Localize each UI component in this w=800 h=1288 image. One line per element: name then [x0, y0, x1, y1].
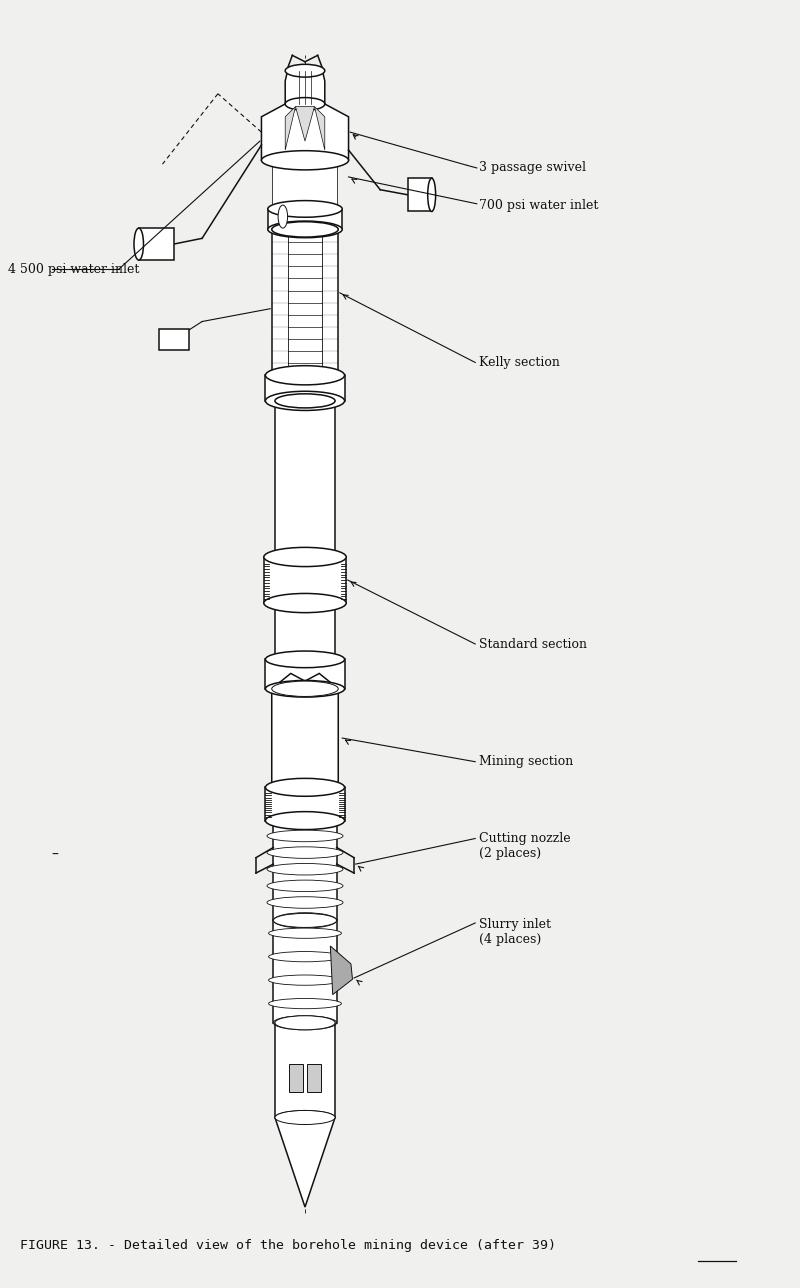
Ellipse shape	[275, 550, 335, 564]
Text: 4 500 psi water inlet: 4 500 psi water inlet	[8, 263, 139, 276]
Polygon shape	[262, 104, 349, 160]
Bar	[275, 603, 335, 659]
Ellipse shape	[272, 681, 338, 697]
Ellipse shape	[272, 222, 338, 237]
Ellipse shape	[269, 952, 342, 962]
Ellipse shape	[275, 596, 335, 611]
Ellipse shape	[275, 1110, 335, 1124]
Ellipse shape	[267, 846, 343, 858]
Ellipse shape	[266, 392, 345, 411]
Ellipse shape	[286, 64, 325, 77]
Ellipse shape	[267, 863, 343, 875]
Text: Cutting nozzle
(2 places): Cutting nozzle (2 places)	[479, 832, 570, 860]
Ellipse shape	[264, 547, 346, 567]
Text: Mining section: Mining section	[479, 755, 574, 768]
Ellipse shape	[266, 778, 345, 796]
Bar	[274, 820, 337, 921]
Bar	[266, 787, 345, 820]
Polygon shape	[314, 107, 325, 149]
Ellipse shape	[275, 394, 335, 408]
Ellipse shape	[278, 205, 287, 228]
Polygon shape	[295, 107, 314, 142]
Bar	[274, 921, 337, 1023]
Bar	[408, 178, 432, 211]
Bar	[306, 1064, 321, 1092]
Ellipse shape	[274, 913, 337, 929]
Bar	[266, 375, 345, 401]
Ellipse shape	[274, 913, 337, 927]
Ellipse shape	[274, 1016, 337, 1030]
Ellipse shape	[269, 929, 342, 939]
Ellipse shape	[267, 896, 343, 908]
Ellipse shape	[267, 880, 343, 891]
Ellipse shape	[266, 650, 345, 667]
Ellipse shape	[268, 222, 342, 238]
Polygon shape	[286, 107, 295, 149]
Bar	[138, 228, 174, 260]
Ellipse shape	[266, 811, 345, 829]
Bar	[272, 229, 338, 388]
Ellipse shape	[272, 380, 338, 395]
Ellipse shape	[428, 178, 436, 211]
Ellipse shape	[274, 813, 337, 828]
Polygon shape	[286, 71, 325, 104]
Bar	[289, 1064, 303, 1092]
Ellipse shape	[275, 1016, 335, 1030]
Ellipse shape	[268, 201, 342, 218]
Bar	[266, 659, 345, 689]
Text: Standard section: Standard section	[479, 638, 587, 650]
Bar	[264, 556, 346, 603]
Text: FIGURE 13. - Detailed view of the borehole mining device (after 39): FIGURE 13. - Detailed view of the boreho…	[20, 1239, 556, 1252]
Ellipse shape	[286, 98, 325, 111]
Bar	[275, 1023, 335, 1118]
Ellipse shape	[266, 680, 345, 697]
Bar	[268, 209, 342, 229]
Ellipse shape	[134, 228, 143, 260]
Ellipse shape	[269, 998, 342, 1009]
Ellipse shape	[262, 151, 349, 170]
Bar	[274, 160, 337, 222]
Ellipse shape	[275, 652, 335, 666]
Ellipse shape	[267, 831, 343, 842]
Ellipse shape	[275, 1110, 335, 1124]
Polygon shape	[275, 1118, 335, 1207]
Ellipse shape	[272, 779, 338, 795]
Polygon shape	[272, 674, 338, 787]
Ellipse shape	[266, 366, 345, 385]
Text: Slurry inlet
(4 places): Slurry inlet (4 places)	[479, 918, 551, 945]
Ellipse shape	[264, 594, 346, 613]
Text: Kelly section: Kelly section	[479, 355, 560, 368]
Text: 3 passage swivel: 3 passage swivel	[479, 161, 586, 174]
Text: –: –	[52, 848, 58, 862]
Bar	[158, 330, 189, 349]
Text: 700 psi water inlet: 700 psi water inlet	[479, 198, 598, 211]
Polygon shape	[330, 945, 353, 994]
Bar	[275, 401, 335, 556]
Ellipse shape	[269, 975, 342, 985]
